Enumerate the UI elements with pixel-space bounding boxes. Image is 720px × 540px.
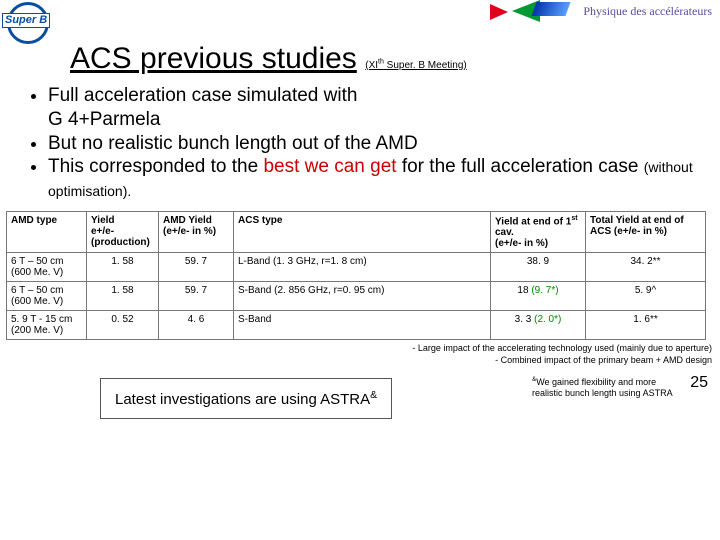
- note-line: - Large impact of the accelerating techn…: [6, 342, 712, 354]
- cell-amd: 6 T – 50 cm(600 Me. V): [7, 253, 87, 282]
- superb-logo-text: Super B: [2, 13, 50, 28]
- cell-amdyield: 59. 7: [159, 282, 234, 311]
- latest-box: Latest investigations are using ASTRA&: [100, 378, 392, 419]
- table-row: 6 T – 50 cm(600 Me. V) 1. 58 59. 7 S-Ban…: [7, 282, 706, 311]
- th-yield-end: Yield at end of 1st cav. (e+/e- in %): [491, 211, 586, 252]
- cell-amdyield: 59. 7: [159, 253, 234, 282]
- bullet-2: But no realistic bunch length out of the…: [48, 132, 700, 156]
- th-amd-type: AMD type: [7, 211, 87, 252]
- bullet-1: Full acceleration case simulated with G …: [48, 84, 700, 132]
- dept-label: Physique des accélérateurs: [583, 4, 712, 19]
- cell-yield: 1. 58: [87, 253, 159, 282]
- cell-yend: 18 (9. 7*): [491, 282, 586, 311]
- slide-header: Super B Physique des accélérateurs: [0, 0, 720, 30]
- cell-amdyield: 4. 6: [159, 311, 234, 340]
- title-block: ACS previous studies (XIth Super. B Meet…: [70, 42, 720, 76]
- results-table: AMD type Yield e+/e- (production) AMD Yi…: [6, 211, 706, 340]
- cell-amd: 5. 9 T - 15 cm(200 Me. V): [7, 311, 87, 340]
- cell-total: 1. 6**: [586, 311, 706, 340]
- cell-amd: 6 T – 50 cm(600 Me. V): [7, 282, 87, 311]
- bullet-3: This corresponded to the best we can get…: [48, 155, 700, 203]
- cell-yield: 0. 52: [87, 311, 159, 340]
- impact-notes: - Large impact of the accelerating techn…: [6, 342, 712, 366]
- table-header-row: AMD type Yield e+/e- (production) AMD Yi…: [7, 211, 706, 252]
- lal-logo: [490, 0, 570, 22]
- table-row: 6 T – 50 cm(600 Me. V) 1. 58 59. 7 L-Ban…: [7, 253, 706, 282]
- slide-number: 25: [690, 374, 708, 392]
- th-yield: Yield e+/e- (production): [87, 211, 159, 252]
- cell-total: 5. 9^: [586, 282, 706, 311]
- bottom-row: Latest investigations are using ASTRA& &…: [0, 370, 720, 434]
- cell-yend: 38. 9: [491, 253, 586, 282]
- cell-acs: S-Band (2. 856 GHz, r=0. 95 cm): [234, 282, 491, 311]
- note-line: - Combined impact of the primary beam + …: [6, 354, 712, 366]
- title-sub: (XIth Super. B Meeting): [365, 60, 466, 71]
- slide-title: ACS previous studies: [70, 42, 357, 75]
- superb-logo: Super B: [2, 2, 54, 44]
- th-total-yield: Total Yield at end of ACS (e+/e- in %): [586, 211, 706, 252]
- cell-yend: 3. 3 (2. 0*): [491, 311, 586, 340]
- cell-acs: S-Band: [234, 311, 491, 340]
- cell-acs: L-Band (1. 3 GHz, r=1. 8 cm): [234, 253, 491, 282]
- th-acs-type: ACS type: [234, 211, 491, 252]
- table-row: 5. 9 T - 15 cm(200 Me. V) 0. 52 4. 6 S-B…: [7, 311, 706, 340]
- cell-yield: 1. 58: [87, 282, 159, 311]
- footnote-right: &We gained flexibility and more realisti…: [532, 376, 682, 399]
- bullet-list: Full acceleration case simulated with G …: [30, 84, 700, 203]
- th-amd-yield: AMD Yield (e+/e- in %): [159, 211, 234, 252]
- cell-total: 34. 2**: [586, 253, 706, 282]
